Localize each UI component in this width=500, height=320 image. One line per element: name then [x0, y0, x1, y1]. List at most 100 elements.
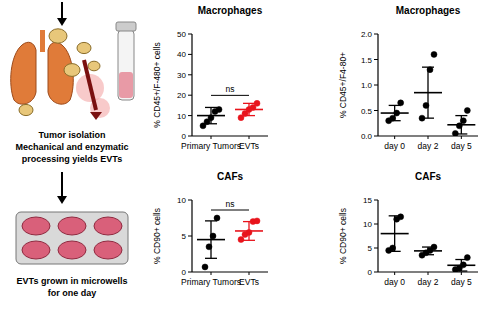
error-cap	[205, 220, 217, 221]
y-tick-label: 10	[177, 112, 186, 121]
trachea	[40, 30, 45, 52]
x-tick-label: EVTs	[239, 277, 259, 287]
error-cap	[422, 246, 434, 247]
y-tick-label: 15	[363, 196, 372, 205]
x-tick-label: day 5	[451, 141, 472, 151]
error-cap	[205, 258, 217, 259]
error-cap	[422, 118, 434, 119]
y-axis-label: % CD90+ cells	[152, 208, 162, 264]
well	[94, 217, 122, 235]
y-tick	[374, 85, 378, 86]
error-cap	[455, 259, 467, 260]
error-cap	[205, 123, 217, 124]
x-tick-label: day 2	[418, 277, 439, 287]
y-tick	[374, 248, 378, 249]
y-tick-label: 10	[177, 196, 186, 205]
error-cap	[389, 215, 401, 216]
y-tick	[188, 54, 192, 55]
chart-title: Macrophages	[396, 5, 461, 16]
mean-line	[447, 264, 475, 266]
y-tick-label: 0.0	[361, 132, 373, 141]
y-tick	[188, 136, 192, 137]
error-cap	[422, 254, 434, 255]
y-axis	[377, 200, 378, 272]
data-point	[464, 108, 470, 114]
chart-title: Macrophages	[198, 5, 263, 16]
well	[22, 217, 50, 235]
x-tick-label: day 5	[451, 277, 472, 287]
y-tick	[374, 34, 378, 35]
y-tick	[188, 34, 192, 35]
mean-line	[381, 112, 409, 114]
data-point	[431, 51, 437, 57]
y-tick	[374, 59, 378, 60]
well	[22, 241, 50, 259]
tube-medium	[119, 72, 133, 98]
error-cap	[243, 115, 255, 116]
x-tick-label: Primary Tumors	[181, 277, 241, 287]
y-tick-label: 2.0	[361, 30, 373, 39]
data-point	[452, 130, 458, 136]
error-cap	[455, 270, 467, 271]
y-tick-label: 0	[182, 268, 187, 277]
schematic: Tumor isolationMechanical and enzymaticp…	[11, 2, 136, 298]
page: {"diagram": {"steps": [ {"lines": ["Tumo…	[0, 0, 500, 320]
step-text: Tumor isolation	[39, 130, 106, 140]
lung	[11, 42, 36, 104]
y-tick-label: 30	[177, 71, 186, 80]
chart: Macrophages% CD45+/F4-80+0.00.51.01.52.0…	[338, 5, 478, 151]
chart: CAFs% CD90+ cells0510Primary TumorsEVTsn…	[152, 171, 268, 287]
data-point	[214, 215, 220, 221]
y-axis-label: % CD90+ cells	[338, 208, 348, 264]
x-tick-label: day 0	[384, 277, 405, 287]
arrow-head	[57, 196, 67, 204]
error-cap	[455, 133, 467, 134]
marks	[197, 215, 263, 270]
falling-arrow	[84, 60, 96, 110]
mean-line	[414, 92, 442, 94]
significance-label: ns	[226, 84, 235, 94]
y-tick	[188, 95, 192, 96]
data-point	[238, 237, 244, 243]
y-tick-label: 50	[177, 30, 186, 39]
significance-bracket	[211, 95, 249, 96]
y-tick-label: 0	[368, 268, 373, 277]
y-tick-label: 1.0	[361, 81, 373, 90]
tumor	[88, 61, 100, 71]
x-axis	[192, 135, 268, 136]
error-cap	[243, 221, 255, 222]
error-cap	[422, 67, 434, 68]
y-tick	[374, 224, 378, 225]
marks	[381, 214, 476, 272]
mean-line	[197, 115, 225, 117]
arrow-shaft	[61, 172, 63, 198]
error-cap	[205, 107, 217, 108]
well	[94, 241, 122, 259]
mean-line	[381, 233, 409, 235]
well	[58, 241, 86, 259]
error-cap	[243, 103, 255, 104]
y-tick	[188, 272, 192, 273]
y-axis-label: % CD45+/F4-80+	[338, 52, 348, 118]
y-tick-label: 1.5	[361, 56, 373, 65]
data-point	[202, 264, 208, 270]
x-tick	[428, 136, 429, 139]
x-tick	[461, 272, 462, 275]
error-cap	[389, 251, 401, 252]
data-point	[398, 214, 404, 220]
chart-title: CAFs	[217, 171, 244, 182]
x-tick	[428, 272, 429, 275]
arrow-shaft	[61, 2, 63, 20]
y-tick	[374, 200, 378, 201]
x-axis	[192, 271, 268, 272]
figure: Tumor isolationMechanical and enzymaticp…	[0, 0, 500, 320]
y-axis-label: % CD45+/F-480+ cells	[152, 42, 162, 128]
x-tick	[394, 272, 395, 275]
data-point	[254, 218, 260, 224]
step-text: processing yields EVTs	[22, 154, 122, 164]
x-tick-label: Primary Tumors	[181, 141, 241, 151]
step-text: EVTs grown in microwells	[17, 276, 128, 286]
falling-arrow-head	[90, 112, 102, 120]
x-tick	[249, 136, 250, 139]
y-tick	[374, 272, 378, 273]
